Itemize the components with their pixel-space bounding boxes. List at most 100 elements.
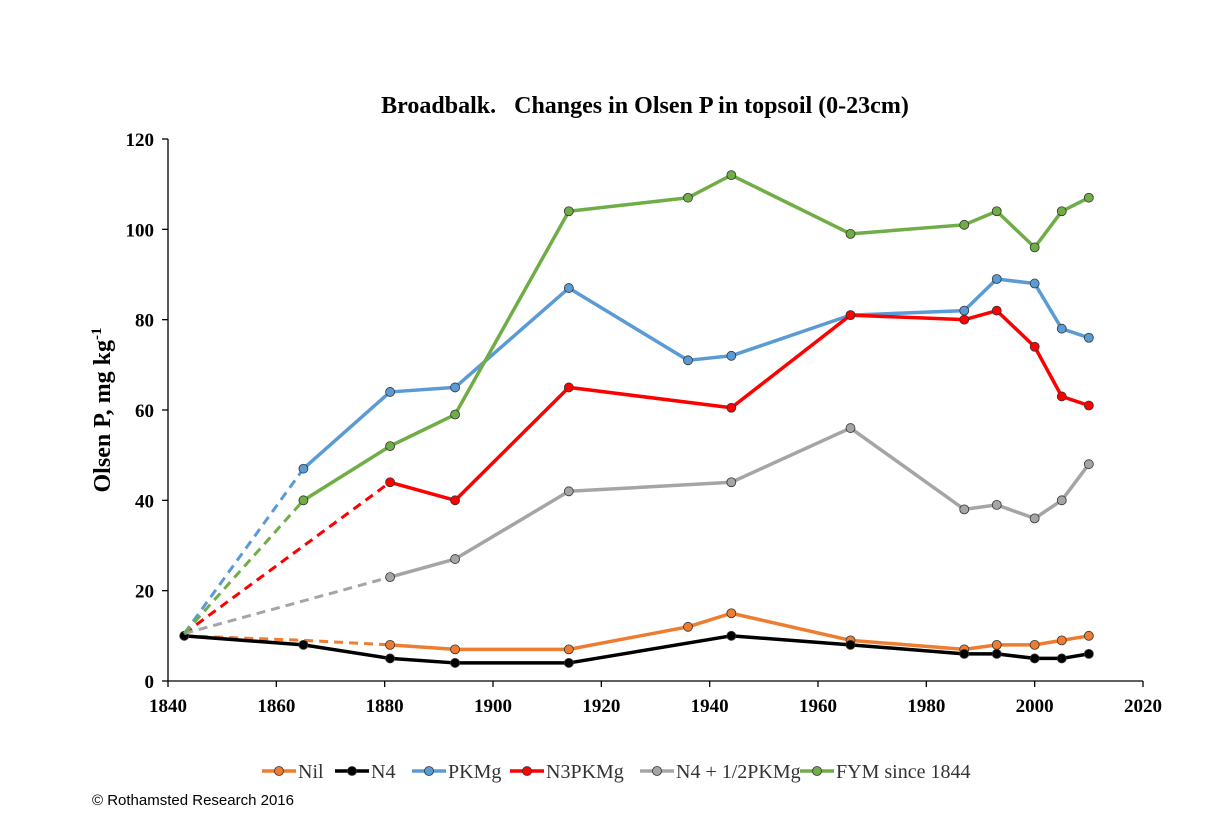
data-point-n4 xyxy=(1056,653,1067,664)
data-point-n4 xyxy=(385,653,395,664)
data-point-n3pkmg xyxy=(1056,391,1067,402)
data-point-n4-1-2pkmg xyxy=(959,504,970,515)
data-point-n3pkmg xyxy=(991,305,1002,316)
x-tick-label: 2020 xyxy=(1124,696,1162,717)
series-dashed-line-pkmg xyxy=(183,467,305,635)
data-point-nil xyxy=(563,644,574,655)
data-point-nil xyxy=(991,639,1002,650)
data-point-pkmg xyxy=(683,355,693,366)
series-pkmg xyxy=(183,274,1094,635)
y-tick-label: 80 xyxy=(135,311,154,332)
x-tick-label: 1860 xyxy=(257,696,295,717)
series-n4-1-2pkmg xyxy=(183,423,1094,636)
x-tick-label: 1980 xyxy=(907,696,945,717)
data-point-pkmg xyxy=(1029,278,1040,289)
data-point-pkmg xyxy=(1083,332,1094,343)
data-point-fym-since-1844 xyxy=(1029,242,1040,253)
data-point-n4-1-2pkmg xyxy=(563,486,574,497)
x-tick-label: 1900 xyxy=(474,696,512,717)
data-point-fym-since-1844 xyxy=(450,409,460,420)
series-line-nil xyxy=(389,611,1090,652)
legend-swatch-marker xyxy=(652,766,662,776)
series-layer xyxy=(179,170,1094,668)
y-tick-label: 20 xyxy=(135,582,154,603)
data-point-n4 xyxy=(563,658,574,668)
series-n3pkmg xyxy=(183,305,1094,635)
data-point-pkmg xyxy=(1056,323,1067,334)
legend-swatch-marker xyxy=(424,766,434,776)
data-point-fym-since-1844 xyxy=(959,219,970,230)
data-point-n3pkmg xyxy=(959,314,970,325)
data-point-fym-since-1844 xyxy=(845,228,856,239)
data-point-n4-1-2pkmg xyxy=(1056,495,1067,506)
data-point-n4 xyxy=(991,649,1002,659)
y-tick-label: 120 xyxy=(126,130,155,151)
data-point-fym-since-1844 xyxy=(683,192,693,203)
data-point-n4 xyxy=(298,639,309,650)
copyright-text: © Rothamsted Research 2016 xyxy=(92,792,294,809)
y-tick-label: 40 xyxy=(135,491,154,512)
data-point-nil xyxy=(450,644,460,655)
series-line-n4-1-2pkmg xyxy=(389,426,1091,579)
legend-label: N4 + 1/2PKMg xyxy=(676,761,801,783)
legend-label: N4 xyxy=(371,761,395,783)
data-point-fym-since-1844 xyxy=(1056,206,1067,217)
data-point-n4 xyxy=(1083,649,1094,659)
data-point-fym-since-1844 xyxy=(298,495,309,506)
legend-item-nil: Nil xyxy=(262,761,324,783)
data-point-pkmg xyxy=(959,305,970,316)
data-point-n4-1-2pkmg xyxy=(991,499,1002,510)
legend-item-n3pkmg: N3PKMg xyxy=(510,761,624,783)
data-point-fym-since-1844 xyxy=(991,206,1002,217)
chart-title: Broadbalk. Changes in Olsen P in topsoil… xyxy=(381,93,909,119)
data-point-pkmg xyxy=(450,382,460,393)
axes: 0 20 40 60 80 100 120 1840 1860 1880 1900 1920 1940 1… xyxy=(126,130,1163,717)
data-point-n4 xyxy=(845,639,856,650)
data-point-nil xyxy=(683,621,693,632)
data-point-pkmg xyxy=(726,350,737,361)
data-point-n3pkmg xyxy=(726,402,737,413)
legend-item-n4-1-2pkmg: N4 + 1/2PKMg xyxy=(640,761,801,783)
legend-swatch-marker xyxy=(522,766,532,776)
legend-swatch-marker xyxy=(274,766,284,776)
data-point-n3pkmg xyxy=(385,477,395,488)
data-point-fym-since-1844 xyxy=(1083,192,1094,203)
data-point-n4 xyxy=(959,649,970,659)
legend-item-pkmg: PKMg xyxy=(412,761,501,783)
legend-label: PKMg xyxy=(448,761,501,783)
data-point-pkmg xyxy=(563,283,574,293)
x-tick-label: 1960 xyxy=(799,696,837,717)
data-point-n4 xyxy=(1029,653,1040,664)
series-n4 xyxy=(179,630,1094,668)
data-point-n4 xyxy=(450,658,460,668)
x-tick-label: 1840 xyxy=(149,696,187,717)
y-tick-label: 100 xyxy=(126,220,155,241)
data-point-fym-since-1844 xyxy=(563,206,574,217)
data-point-n4-1-2pkmg xyxy=(450,554,460,564)
data-point-pkmg xyxy=(298,463,309,474)
data-point-nil xyxy=(726,608,737,619)
y-axis-label-text: Olsen P, mg kg xyxy=(90,340,116,492)
y-axis-label-superscript: -1 xyxy=(89,328,105,341)
data-point-nil xyxy=(1056,635,1067,646)
series-line-pkmg xyxy=(302,277,1090,471)
data-point-n4-1-2pkmg xyxy=(385,572,395,583)
data-point-n4-1-2pkmg xyxy=(845,423,856,433)
data-point-n3pkmg xyxy=(563,382,574,393)
legend-item-fym-since-1844: FYM since 1844 xyxy=(800,761,970,783)
legend-swatch-marker xyxy=(347,766,357,776)
x-tick-label: 1880 xyxy=(366,696,404,717)
series-fym-since-1844 xyxy=(183,170,1094,635)
series-line-fym-since-1844 xyxy=(302,173,1090,502)
data-point-n4-1-2pkmg xyxy=(1029,513,1040,524)
data-point-n3pkmg xyxy=(1029,341,1040,352)
y-tick-label: 0 xyxy=(145,672,155,693)
legend-label: Nil xyxy=(298,761,324,783)
series-line-n3pkmg xyxy=(389,308,1090,503)
data-point-n3pkmg xyxy=(450,495,460,506)
data-point-nil xyxy=(385,639,395,650)
y-axis-label: Olsen P, mg kg-1 xyxy=(89,328,116,493)
series-dashed-line-n3pkmg xyxy=(183,481,391,635)
